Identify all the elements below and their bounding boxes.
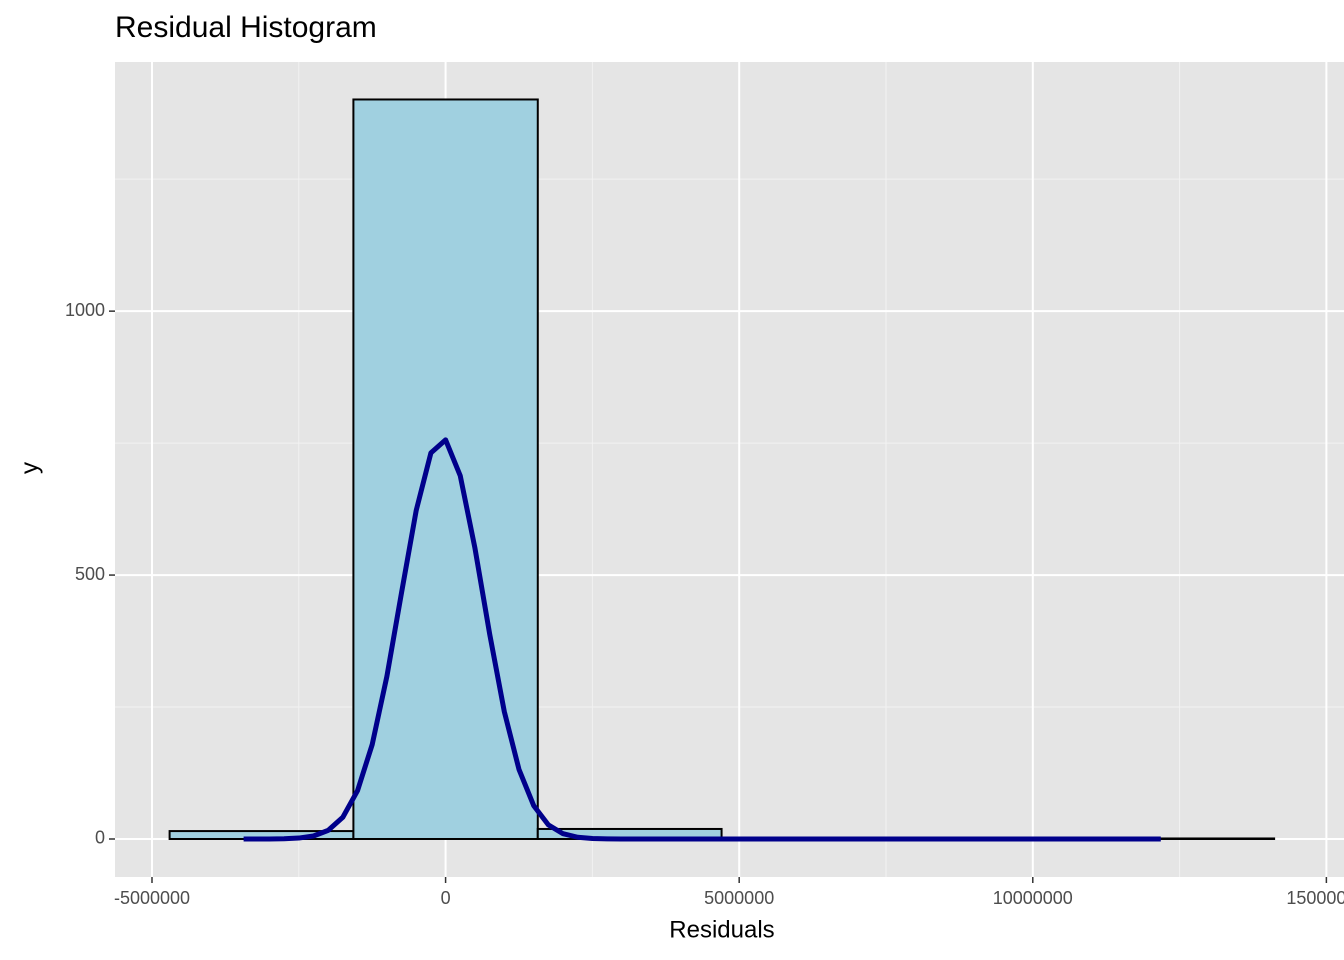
y-axis-title: y — [16, 462, 43, 474]
y-tick-label: 1000 — [65, 300, 105, 320]
y-tick-label: 0 — [95, 828, 105, 848]
x-tick-label: 10000000 — [993, 888, 1073, 908]
x-tick-label: 5000000 — [704, 888, 774, 908]
y-tick-label: 500 — [75, 564, 105, 584]
x-axis-title: Residuals — [669, 916, 774, 943]
x-tick-label: 0 — [441, 888, 451, 908]
chart-title: Residual Histogram — [115, 11, 377, 44]
x-tick-label: -5000000 — [114, 888, 190, 908]
x-tick-label: 15000000 — [1286, 888, 1344, 908]
density-curve — [243, 437, 1161, 842]
panel — [115, 62, 1344, 877]
